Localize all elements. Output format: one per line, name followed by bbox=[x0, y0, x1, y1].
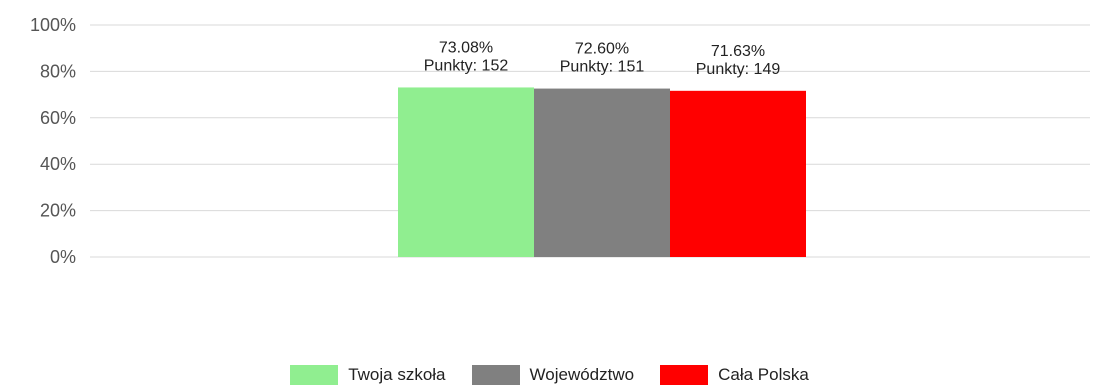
bar-0 bbox=[398, 87, 534, 257]
data-label-percent-2: 71.63% bbox=[711, 43, 765, 60]
y-tick-label-0: 0% bbox=[50, 247, 76, 267]
data-label-percent-0: 73.08% bbox=[439, 39, 493, 56]
data-label-points-1: Punkty: 151 bbox=[560, 59, 645, 76]
y-tick-label-20: 20% bbox=[40, 201, 76, 221]
legend-item-wojewodztwo: Województwo bbox=[471, 365, 635, 385]
y-tick-label-40: 40% bbox=[40, 154, 76, 174]
data-label-percent-1: 72.60% bbox=[575, 41, 629, 58]
y-tick-label-100: 100% bbox=[30, 15, 76, 35]
legend-swatch-twoja-szkola bbox=[290, 365, 339, 385]
bar-1 bbox=[534, 88, 670, 258]
data-label-points-0: Punkty: 152 bbox=[424, 57, 509, 74]
legend-swatch-cala-polska bbox=[660, 365, 709, 385]
legend-label-twoja-szkola: Twoja szkoła bbox=[348, 365, 446, 384]
y-tick-label-60: 60% bbox=[40, 108, 76, 128]
bar-2 bbox=[670, 90, 806, 258]
legend-item-cala-polska: Cała Polska bbox=[660, 365, 809, 385]
legend-item-twoja-szkola: Twoja szkoła bbox=[290, 365, 446, 385]
legend-label-cala-polska: Cała Polska bbox=[718, 365, 809, 384]
y-tick-label-80: 80% bbox=[40, 61, 76, 81]
data-label-points-2: Punkty: 149 bbox=[696, 61, 781, 78]
legend-label-wojewodztwo: Województwo bbox=[529, 365, 635, 384]
legend: Twoja szkoła Województwo Cała Polska bbox=[0, 365, 1099, 385]
legend-swatch-wojewodztwo bbox=[471, 365, 520, 385]
